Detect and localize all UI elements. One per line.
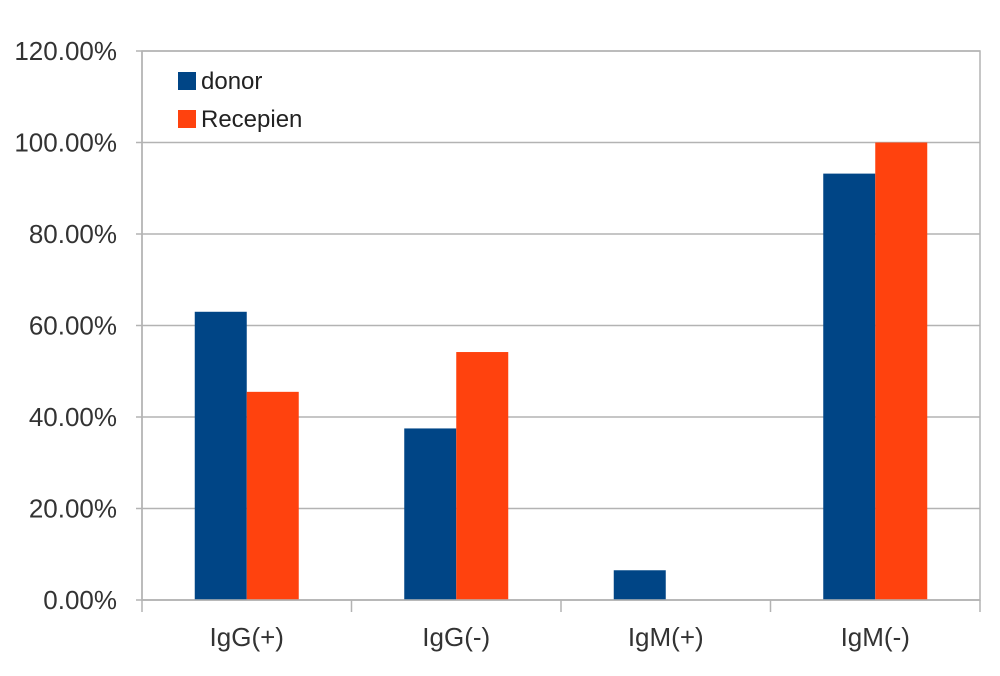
- bar-donor-2: [613, 570, 666, 600]
- bar-donor-0: [194, 311, 247, 600]
- y-tick-label: 20.00%: [29, 494, 117, 524]
- legend-label-donor: donor: [201, 68, 262, 95]
- legend-swatch-recepien: [178, 110, 196, 128]
- x-tick-label: IgG(-): [422, 622, 490, 652]
- legend-swatch-donor: [178, 72, 196, 90]
- bars: [194, 142, 928, 601]
- axes: [141, 51, 981, 612]
- bar-donor-3: [823, 173, 876, 601]
- y-tick-label: 120.00%: [14, 36, 117, 66]
- x-tick-label: IgG(+): [210, 622, 284, 652]
- legend: donor Recepien: [178, 68, 302, 133]
- x-tick-label: IgM(+): [628, 622, 704, 652]
- y-tick-label: 40.00%: [29, 402, 117, 432]
- y-tick-labels: 0.00% 20.00% 40.00% 60.00% 80.00% 100.00% 120.…: [14, 36, 117, 615]
- bar-donor-1: [404, 428, 457, 600]
- y-tick-label: 100.00%: [14, 128, 117, 158]
- x-tick-label: IgM(-): [841, 622, 910, 652]
- y-tick-label: 80.00%: [29, 219, 117, 249]
- bar-recepien-0: [246, 391, 299, 600]
- bar-recepien-3: [875, 142, 928, 600]
- legend-label-recepien: Recepien: [201, 106, 302, 133]
- y-tick-label: 60.00%: [29, 311, 117, 341]
- bar-recepien-1: [456, 352, 509, 600]
- x-tick-labels: IgG(+) IgG(-) IgM(+) IgM(-): [210, 622, 910, 652]
- y-tick-label: 0.00%: [43, 585, 117, 615]
